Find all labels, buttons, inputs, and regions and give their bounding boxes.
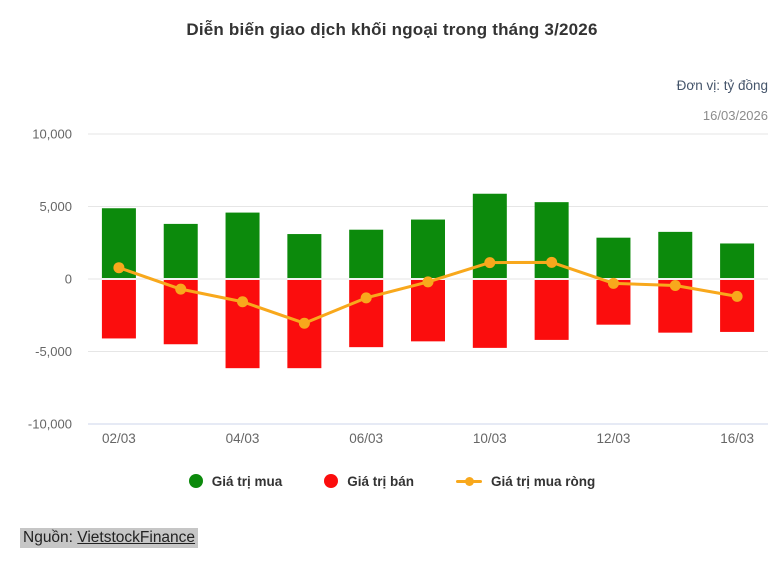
source-prefix: Nguồn:	[23, 529, 78, 546]
net-point[interactable]	[607, 277, 619, 289]
net-point[interactable]	[175, 283, 187, 295]
x-axis-label: 04/03	[226, 431, 260, 446]
legend-label-net: Giá trị mua ròng	[491, 473, 596, 489]
net-point[interactable]	[422, 276, 434, 288]
y-axis-label: -10,000	[28, 417, 72, 432]
unit-label: Đơn vị: tỷ đồng	[676, 78, 768, 93]
sell-bar[interactable]	[349, 280, 384, 348]
legend-label-sell: Giá trị bán	[347, 473, 415, 489]
legend-item-sell[interactable]: Giá trị bán	[324, 474, 414, 489]
buy-bar[interactable]	[596, 237, 631, 278]
x-axis-label: 12/03	[597, 431, 631, 446]
sell-bar[interactable]	[225, 280, 260, 369]
net-point[interactable]	[113, 262, 125, 274]
chart-plot-area: 10,000 5,000 0 -5,000 -10,000 02/03 04/03 06/03…	[0, 125, 784, 465]
net-point[interactable]	[298, 317, 310, 329]
source-note: Nguồn: VietstockFinance	[20, 528, 199, 548]
chart-legend: Giá trị mua Giá trị bán Giá trị mua ròng	[0, 468, 784, 494]
sell-bar[interactable]	[534, 280, 569, 340]
legend-item-buy[interactable]: Giá trị mua	[188, 473, 283, 489]
buy-bar[interactable]	[658, 231, 693, 278]
net-point[interactable]	[546, 256, 558, 268]
legend-label-buy: Giá trị mua	[211, 473, 283, 489]
buy-series-marker-icon	[188, 474, 203, 488]
net-series-marker-icon	[456, 474, 483, 488]
net-point[interactable]	[360, 292, 372, 304]
buy-bar[interactable]	[411, 219, 445, 278]
net-point[interactable]	[237, 296, 249, 308]
chart-title: Diễn biến giao dịch khối ngoại trong thá…	[186, 20, 598, 39]
y-axis-label: -5,000	[35, 344, 72, 359]
buy-bar[interactable]	[720, 243, 755, 278]
buy-bar[interactable]	[349, 229, 384, 278]
date-label: 16/03/2026	[702, 108, 768, 123]
sell-bar[interactable]	[411, 280, 445, 342]
legend-item-net[interactable]: Giá trị mua ròng	[456, 474, 595, 489]
source-link[interactable]: VietstockFinance	[77, 529, 196, 546]
x-axis-label: 16/03	[720, 431, 754, 446]
buy-bar[interactable]	[163, 223, 198, 278]
sell-bar[interactable]	[472, 280, 507, 348]
sell-series-marker-icon	[324, 474, 339, 488]
sell-bar[interactable]	[720, 280, 755, 332]
net-point[interactable]	[484, 257, 496, 269]
net-point[interactable]	[731, 290, 743, 302]
sell-bar[interactable]	[101, 280, 136, 339]
x-axis-label: 06/03	[349, 431, 383, 446]
y-axis-label: 0	[65, 272, 72, 287]
net-point[interactable]	[669, 280, 681, 292]
y-axis-label: 5,000	[39, 199, 72, 214]
y-axis-label: 10,000	[32, 127, 72, 142]
x-axis-label: 10/03	[473, 431, 507, 446]
buy-bar[interactable]	[225, 212, 260, 278]
chart-svg: 10,000 5,000 0 -5,000 -10,000 02/03 04/03 06/03…	[28, 127, 768, 446]
buy-bar[interactable]	[287, 234, 322, 278]
x-axis-label: 02/03	[102, 431, 136, 446]
